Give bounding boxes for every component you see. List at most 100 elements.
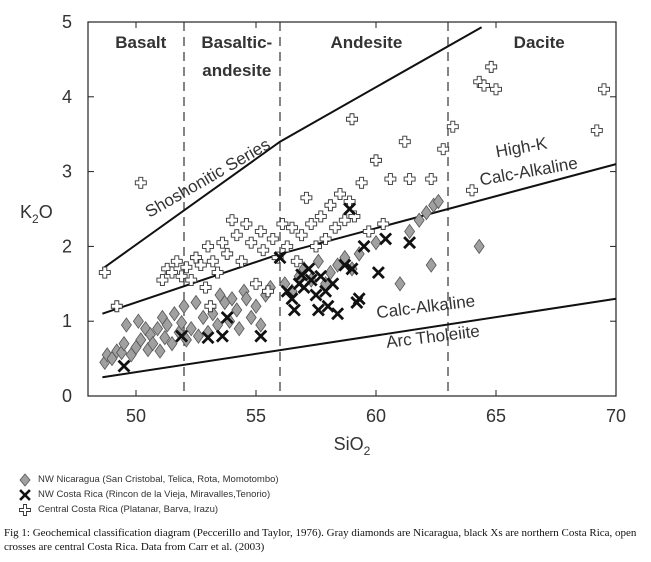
x-marker-icon xyxy=(19,488,31,501)
data-point-cross xyxy=(478,79,490,92)
data-point-diamond xyxy=(324,264,336,281)
data-point-cross xyxy=(216,236,229,249)
data-point-diamond xyxy=(185,320,197,337)
data-point-cross xyxy=(230,229,243,242)
data-point-diamond xyxy=(118,335,130,352)
data-point-x xyxy=(331,307,345,321)
x-axis-label: SiO2 xyxy=(334,434,371,458)
data-point-x xyxy=(379,232,393,246)
data-point-cross xyxy=(290,255,303,268)
boundary-line-shoshonitic xyxy=(101,26,483,270)
data-point-cross xyxy=(355,176,368,189)
data-point-cross xyxy=(226,214,238,227)
x-axis-label-sub: 2 xyxy=(364,444,371,458)
data-point-cross xyxy=(590,124,603,137)
data-point-x xyxy=(215,329,229,343)
data-point-cross xyxy=(348,210,361,223)
data-point-x xyxy=(285,292,299,306)
data-point-x xyxy=(352,292,366,306)
data-point-cross xyxy=(250,277,262,290)
data-point-cross xyxy=(334,188,346,200)
y-axis-label-main: K xyxy=(20,202,32,222)
data-point-x xyxy=(357,239,371,253)
data-point-x xyxy=(345,262,359,276)
data-point-cross xyxy=(446,120,459,133)
data-point-diamond xyxy=(166,335,178,352)
data-point-cross xyxy=(300,191,313,204)
data-point-diamond xyxy=(250,298,262,314)
data-point-cross xyxy=(206,255,219,268)
y-tick-label: 0 xyxy=(62,386,72,406)
data-point-diamond xyxy=(473,238,485,255)
x-tick-label: 65 xyxy=(486,406,506,426)
data-point-diamond xyxy=(135,332,147,348)
legend-label-nicaragua: NW Nicaragua (San Cristobal, Telica, Rot… xyxy=(38,474,279,485)
data-point-cross xyxy=(466,184,478,197)
data-point-x xyxy=(343,202,357,216)
data-point-cross xyxy=(425,173,438,186)
data-point-cross xyxy=(202,240,214,253)
data-point-diamond xyxy=(212,317,224,333)
data-point-cross xyxy=(266,232,279,245)
data-point-diamond xyxy=(312,253,324,270)
x-tick-label: 70 xyxy=(606,406,626,426)
data-point-diamond xyxy=(178,298,190,314)
series-nw-costa-rica-points xyxy=(117,202,417,373)
data-point-x xyxy=(287,303,301,317)
legend-item-central-costa-rica: Central Costa Rica (Platanar, Barva, Ira… xyxy=(18,502,279,517)
data-point-cross xyxy=(211,266,224,279)
data-point-x xyxy=(254,329,268,343)
x-tick-label: 60 xyxy=(366,406,386,426)
data-point-diamond xyxy=(394,276,406,292)
data-point-cross xyxy=(286,221,298,234)
data-point-x xyxy=(338,258,352,272)
field-label: Basaltic- xyxy=(201,33,272,52)
data-point-x xyxy=(302,262,316,276)
data-point-diamond xyxy=(147,335,159,352)
data-point-cross xyxy=(281,240,294,253)
data-point-x xyxy=(304,273,318,287)
y-axis-label: K2O xyxy=(20,202,53,226)
data-point-cross xyxy=(437,143,450,156)
legend-label-nw-costa-rica: NW Costa Rica (Rincon de la Vieja, Mirav… xyxy=(38,489,271,500)
data-point-x xyxy=(175,329,189,343)
data-point-cross xyxy=(110,300,123,313)
series-central-costa-rica-points xyxy=(98,60,610,313)
data-point-cross xyxy=(235,255,248,268)
data-point-cross xyxy=(175,270,188,283)
x-tick-label: 50 xyxy=(126,406,146,426)
data-point-diamond xyxy=(245,309,257,326)
y-tick-label: 3 xyxy=(62,162,72,182)
data-point-cross xyxy=(185,274,198,287)
data-point-diamond xyxy=(154,343,166,359)
data-point-cross xyxy=(403,173,416,186)
y-axis-label-suffix: O xyxy=(39,202,53,222)
field-label: andesite xyxy=(202,61,271,80)
field-label: Andesite xyxy=(331,33,403,52)
data-point-cross xyxy=(490,83,502,96)
data-point-diamond xyxy=(192,328,204,344)
series-boundary-label: Calc-Alkaline xyxy=(478,153,579,189)
data-point-cross xyxy=(329,221,342,234)
data-point-x xyxy=(314,269,328,283)
data-point-cross xyxy=(362,225,375,238)
data-point-diamond xyxy=(425,257,437,273)
data-point-cross xyxy=(384,173,397,186)
data-point-diamond xyxy=(132,313,144,329)
data-point-diamond xyxy=(231,302,243,318)
data-point-cross xyxy=(257,244,270,257)
data-point-diamond xyxy=(161,317,173,333)
data-point-diamond xyxy=(233,320,245,337)
x-tick-label: 55 xyxy=(246,406,266,426)
data-point-diamond xyxy=(404,223,416,240)
data-point-cross xyxy=(314,210,327,223)
data-point-x xyxy=(273,251,287,265)
data-point-cross xyxy=(310,240,322,253)
legend: NW Nicaragua (San Cristobal, Telica, Rot… xyxy=(18,472,279,517)
legend-item-nicaragua: NW Nicaragua (San Cristobal, Telica, Rot… xyxy=(18,472,279,487)
data-point-diamond xyxy=(240,291,252,307)
figure-caption: Fig 1: Geochemical classification diagra… xyxy=(4,527,637,553)
data-point-cross xyxy=(170,255,183,268)
data-point-x xyxy=(201,331,215,345)
